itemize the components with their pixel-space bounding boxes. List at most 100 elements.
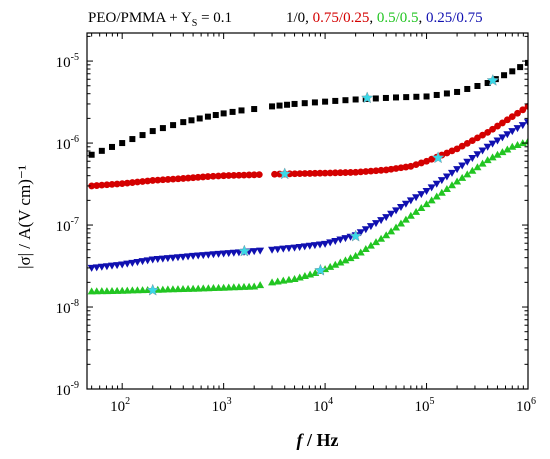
data-point <box>518 122 527 130</box>
data-point <box>138 258 147 266</box>
data-point <box>311 169 319 177</box>
x-axis-label: f / Hz <box>297 430 339 450</box>
data-point <box>442 173 451 181</box>
data-point <box>443 90 450 97</box>
data-point <box>144 177 152 185</box>
legend-entry-2: 0.75/0.25 <box>313 10 370 26</box>
data-point <box>284 101 291 108</box>
data-point <box>88 182 96 190</box>
data-point <box>123 179 131 187</box>
data-point <box>387 210 396 218</box>
data-point <box>273 246 282 254</box>
data-point <box>499 119 506 127</box>
x-tick-label: 103 <box>212 396 232 415</box>
data-point <box>474 82 481 89</box>
data-point <box>179 175 187 182</box>
data-point <box>352 96 359 103</box>
data-point <box>367 167 375 175</box>
data-point <box>493 137 502 145</box>
data-point <box>189 174 197 182</box>
data-point <box>336 236 345 244</box>
data-point <box>525 59 528 66</box>
data-point <box>342 97 349 104</box>
data-point <box>88 151 95 158</box>
data-point <box>188 117 195 124</box>
data-point <box>437 188 446 196</box>
data-point <box>184 253 193 261</box>
data-point <box>468 166 477 174</box>
data-point <box>279 276 288 284</box>
data-point <box>291 100 298 107</box>
data-point <box>407 162 415 170</box>
data-point <box>331 260 340 268</box>
data-point <box>291 170 299 178</box>
axis-labels: 102 103 104 105 106 10-9 10-8 10-7 10-6 10-5 f / H… <box>15 52 536 450</box>
data-point <box>154 176 162 184</box>
x-tick-label: 102 <box>110 396 130 415</box>
legend-entry-4: 0.5/0.5 <box>377 10 419 26</box>
data-point <box>508 128 517 136</box>
data-point <box>102 287 111 295</box>
x-tick-label: 106 <box>516 396 536 415</box>
data-point <box>290 244 299 252</box>
data-point <box>168 254 177 262</box>
data-point <box>245 171 253 179</box>
data-point <box>377 166 385 174</box>
data-point <box>468 137 476 145</box>
data-point <box>331 169 339 177</box>
data-point <box>361 226 370 234</box>
data-point <box>417 159 425 167</box>
data-point <box>453 177 462 185</box>
data-point <box>273 277 282 285</box>
data-point <box>524 102 528 110</box>
data-point <box>143 257 152 265</box>
legend-entry-5: , <box>419 10 427 26</box>
data-point <box>458 162 467 170</box>
legend-entry-3: , <box>369 10 377 26</box>
data-point <box>356 248 365 256</box>
data-point <box>463 170 472 178</box>
data-point <box>284 275 293 283</box>
data-point <box>463 158 472 166</box>
data-point <box>321 169 329 177</box>
data-point <box>255 171 263 179</box>
data-point <box>108 262 117 270</box>
data-point <box>184 174 192 182</box>
data-point <box>498 134 507 142</box>
data-point <box>194 173 202 181</box>
data-point <box>173 254 182 262</box>
data-point <box>148 256 157 264</box>
data-point <box>447 181 456 189</box>
data-point <box>93 182 101 189</box>
y-tick-label: 10-5 <box>56 52 79 71</box>
data-point <box>403 94 410 101</box>
data-point <box>268 246 277 254</box>
data-point <box>453 145 461 153</box>
data-point <box>316 169 324 177</box>
data-point <box>433 91 440 98</box>
highlight-star-point <box>314 263 327 276</box>
data-point <box>209 251 218 259</box>
x-tick-label: 105 <box>415 396 435 415</box>
data-point <box>143 285 152 293</box>
data-point <box>387 227 396 235</box>
data-point <box>250 282 259 290</box>
data-point <box>366 223 375 231</box>
data-point <box>311 99 318 106</box>
data-point <box>503 145 512 153</box>
data-point <box>301 170 309 177</box>
data-point <box>230 171 238 179</box>
data-point <box>279 245 288 253</box>
data-point <box>199 173 207 181</box>
data-point <box>163 255 172 263</box>
data-point <box>103 181 111 189</box>
data-point <box>134 178 141 186</box>
data-point <box>295 244 304 252</box>
data-point <box>212 112 219 119</box>
data-point <box>427 196 436 204</box>
system-label: PEO/PMMA + YS = 0.1 <box>88 10 232 29</box>
data-point <box>524 119 528 127</box>
data-point <box>483 156 492 164</box>
data-point <box>174 175 182 183</box>
data-point <box>382 94 389 101</box>
